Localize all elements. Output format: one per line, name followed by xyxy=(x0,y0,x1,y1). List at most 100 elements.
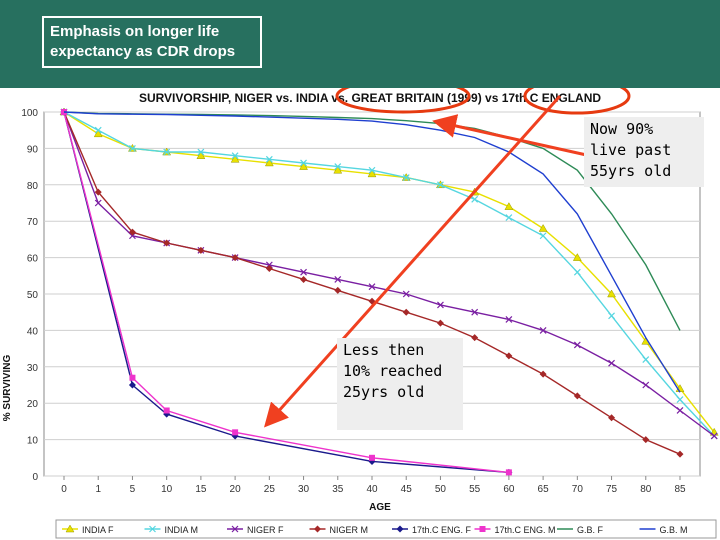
callout-title: Emphasis on longer life expectancy as CD… xyxy=(42,16,262,68)
y-tick-label: 60 xyxy=(27,254,39,265)
legend-label: INDIA M xyxy=(165,525,199,535)
data-point xyxy=(642,356,650,363)
data-point xyxy=(402,308,410,316)
data-point xyxy=(128,228,136,236)
data-point xyxy=(300,159,307,167)
data-point xyxy=(607,289,616,298)
data-point xyxy=(539,326,547,334)
x-tick-label: 5 xyxy=(130,484,136,495)
x-tick-label: 85 xyxy=(674,484,686,495)
legend-label: NIGER M xyxy=(330,525,369,535)
data-point xyxy=(163,407,170,414)
data-point xyxy=(573,268,581,276)
data-point xyxy=(265,265,273,273)
x-tick-label: 15 xyxy=(195,484,207,495)
header-banner xyxy=(0,0,720,88)
data-point xyxy=(538,223,548,232)
data-point xyxy=(608,312,615,320)
data-point xyxy=(230,154,240,163)
y-tick-label: 100 xyxy=(21,108,38,119)
data-point xyxy=(163,148,171,156)
data-point xyxy=(505,214,513,221)
highlight-ellipse-gb xyxy=(335,88,471,114)
data-point xyxy=(231,152,239,160)
data-point xyxy=(163,239,171,247)
data-point xyxy=(505,316,513,323)
y-tick-label: 70 xyxy=(27,217,39,228)
data-point xyxy=(676,396,684,403)
data-point xyxy=(572,253,582,261)
x-tick-label: 30 xyxy=(298,484,310,495)
legend-label: G.B. M xyxy=(660,525,688,535)
chart-title: SURVIVORSHIP, NIGER vs. INDIA vs. GREAT … xyxy=(139,91,601,105)
data-point xyxy=(197,246,205,254)
data-point xyxy=(676,450,684,458)
data-point xyxy=(334,163,342,171)
x-tick-label: 40 xyxy=(366,484,378,495)
data-point xyxy=(505,469,512,476)
arrow-to-17c xyxy=(264,95,562,428)
data-point xyxy=(93,129,103,138)
x-axis-label: AGE xyxy=(369,502,391,513)
legend-item: NIGER F xyxy=(227,525,284,535)
legend-label: 17th.C ENG. F xyxy=(412,525,472,535)
y-tick-label: 50 xyxy=(27,290,39,301)
data-point xyxy=(333,165,343,174)
legend-item: NIGER M xyxy=(309,525,369,535)
x-tick-label: 20 xyxy=(230,484,242,495)
data-point xyxy=(608,414,616,422)
legend-item: G.B. F xyxy=(557,525,604,535)
x-tick-label: 55 xyxy=(469,484,481,495)
data-point xyxy=(402,290,410,298)
series-line xyxy=(63,111,715,437)
annotation-top-right: Now 90% live past 55yrs old xyxy=(584,117,704,187)
x-tick-label: 50 xyxy=(435,484,447,495)
data-point xyxy=(334,286,342,294)
data-point xyxy=(437,301,444,309)
x-tick-label: 60 xyxy=(503,484,515,495)
data-point xyxy=(573,341,581,349)
legend-swatch-marker xyxy=(149,525,156,533)
legend-item: INDIA M xyxy=(144,525,199,535)
y-tick-label: 90 xyxy=(27,144,39,155)
legend-swatch-marker xyxy=(479,526,486,532)
data-point xyxy=(367,169,377,178)
series-g-b-m xyxy=(63,111,681,393)
legend-swatch-marker xyxy=(231,525,239,533)
legend-item: 17th.C ENG. F xyxy=(392,525,472,535)
x-tick-label: 80 xyxy=(640,484,652,495)
data-point xyxy=(505,352,513,360)
series-india-m xyxy=(60,108,718,440)
data-point xyxy=(402,174,410,181)
data-point xyxy=(504,202,514,210)
legend-label: 17th.C ENG. M xyxy=(495,525,556,535)
data-point xyxy=(608,359,615,367)
data-point xyxy=(300,268,307,276)
data-point xyxy=(642,381,650,389)
data-point xyxy=(369,454,375,461)
data-point xyxy=(94,126,102,134)
legend-swatch-marker xyxy=(314,525,321,533)
data-point xyxy=(642,436,650,444)
legend: INDIA F INDIA M NIGER F NIGER M 17th.C ENG. … xyxy=(55,519,717,539)
data-point xyxy=(197,148,205,156)
data-point xyxy=(300,275,308,283)
data-point xyxy=(471,334,479,342)
x-tick-label: 0 xyxy=(61,484,67,495)
x-tick-label: 45 xyxy=(401,484,413,495)
data-point xyxy=(471,308,479,316)
data-point xyxy=(437,181,444,189)
data-point xyxy=(265,261,273,269)
legend-swatch-marker xyxy=(65,524,75,533)
y-tick-label: 0 xyxy=(32,472,38,483)
legend-item: 17th.C ENG. M xyxy=(474,525,556,535)
y-tick-label: 80 xyxy=(27,181,39,192)
y-tick-label: 10 xyxy=(27,436,39,447)
legend-box xyxy=(55,519,717,539)
annotation-overlay xyxy=(264,88,631,428)
data-point xyxy=(539,370,547,378)
x-tick-label: 25 xyxy=(264,484,276,495)
data-point xyxy=(573,392,581,400)
data-point xyxy=(264,158,274,167)
